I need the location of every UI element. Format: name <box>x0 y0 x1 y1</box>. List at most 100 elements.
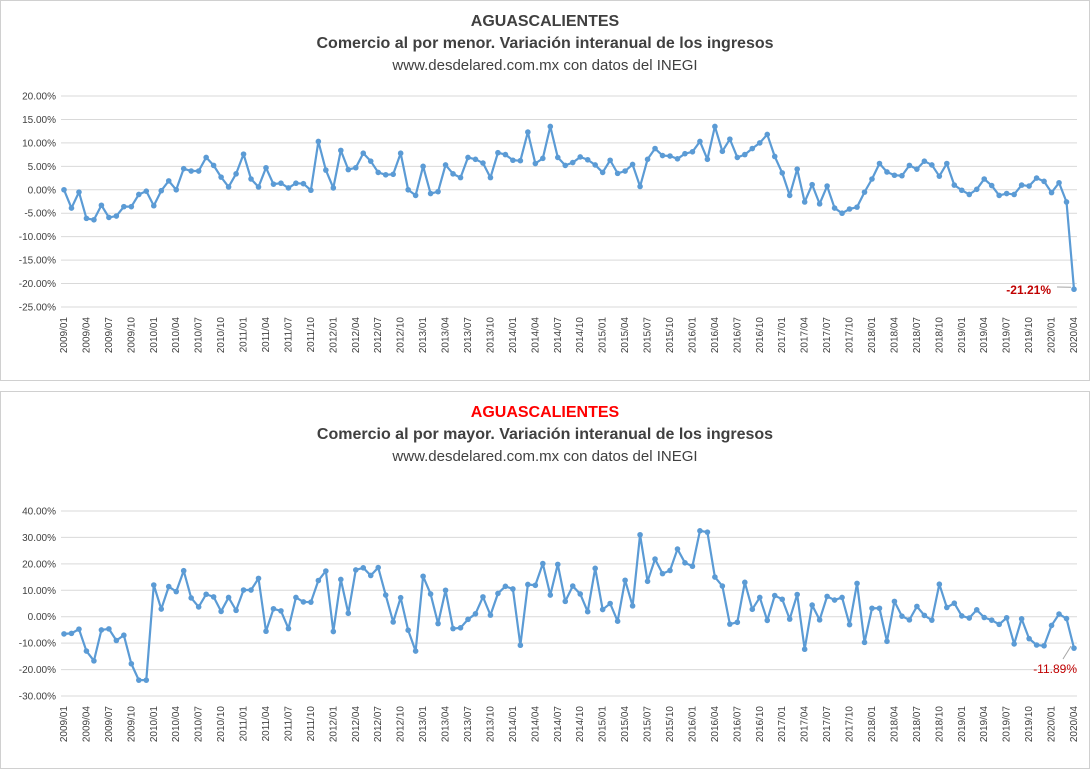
x-tick-label: 2019/04 <box>979 317 990 354</box>
data-point <box>532 160 539 167</box>
data-point <box>697 528 703 534</box>
x-tick-label: 2016/01 <box>687 317 698 354</box>
data-point <box>944 604 950 611</box>
data-point <box>330 185 337 191</box>
data-point <box>1041 642 1047 649</box>
y-tick-label: 20.00% <box>22 92 56 103</box>
data-point <box>68 205 75 211</box>
data-point <box>1056 179 1062 186</box>
data-point <box>1026 635 1032 642</box>
data-point <box>165 583 172 590</box>
x-tick-label: 2013/10 <box>485 317 496 354</box>
data-point <box>1011 641 1017 647</box>
x-tick-label: 2012/01 <box>328 706 339 743</box>
x-tick-label: 2019/07 <box>1002 706 1013 743</box>
x-tick-label: 2016/04 <box>710 317 721 354</box>
data-point <box>525 129 531 135</box>
data-point <box>839 210 845 217</box>
data-point <box>944 160 950 167</box>
data-point <box>188 168 194 174</box>
data-point <box>308 599 314 605</box>
chart-subtitle: Comercio al por mayor. Variación interan… <box>316 426 774 443</box>
x-tick-label: 2016/10 <box>755 706 766 743</box>
data-point <box>607 600 613 607</box>
data-point <box>330 628 337 635</box>
data-point <box>652 556 658 562</box>
data-point <box>771 153 778 160</box>
x-tick-label: 2009/10 <box>126 317 137 354</box>
x-tick-label: 2016/04 <box>710 706 721 743</box>
data-point <box>472 611 479 617</box>
data-point <box>771 592 778 599</box>
y-tick-label: 30.00% <box>22 533 56 544</box>
data-point <box>869 605 875 612</box>
data-point <box>502 583 509 590</box>
x-tick-label: 2019/04 <box>979 706 990 743</box>
data-point <box>689 563 696 570</box>
data-point <box>704 529 711 535</box>
data-point <box>719 148 726 155</box>
x-tick-label: 2012/01 <box>328 317 339 354</box>
data-point <box>1063 615 1070 622</box>
x-tick-label: 2014/04 <box>530 706 541 743</box>
x-tick-label: 2020/01 <box>1047 706 1058 743</box>
data-point <box>1056 611 1062 617</box>
data-point <box>951 182 958 188</box>
y-tick-label: -20.00% <box>19 279 56 290</box>
data-point <box>390 619 396 625</box>
x-tick-label: 2009/01 <box>59 317 70 354</box>
data-point <box>682 560 688 566</box>
data-point <box>502 151 509 158</box>
data-point <box>622 577 628 584</box>
x-tick-label: 2015/10 <box>665 317 676 354</box>
data-point <box>629 603 636 609</box>
data-point <box>360 565 367 571</box>
data-point <box>779 170 786 176</box>
y-tick-label: -10.00% <box>19 639 56 650</box>
data-point <box>569 583 576 589</box>
x-tick-label: 2020/04 <box>1069 706 1080 743</box>
data-point <box>599 606 606 613</box>
data-point <box>876 605 883 612</box>
x-tick-label: 2018/01 <box>867 706 878 743</box>
data-point <box>674 156 681 162</box>
data-point <box>195 604 202 610</box>
data-point <box>577 154 584 160</box>
data-point <box>659 570 666 577</box>
data-point <box>727 136 733 142</box>
data-point <box>420 163 426 170</box>
x-tick-label: 2020/01 <box>1047 317 1058 354</box>
chart-titles: AGUASCALIENTES Comercio al por menor. Va… <box>1 11 1089 77</box>
data-point <box>966 615 973 621</box>
y-tick-label: -15.00% <box>19 256 56 267</box>
data-point <box>824 183 830 189</box>
data-point <box>300 180 307 187</box>
x-tick-label: 2016/10 <box>755 317 766 354</box>
x-tick-label: 2017/01 <box>777 706 788 743</box>
data-point <box>113 213 120 219</box>
x-tick-label: 2010/07 <box>194 706 205 743</box>
x-tick-label: 2010/10 <box>216 706 227 743</box>
data-point <box>1011 191 1017 198</box>
x-tick-label: 2010/04 <box>171 706 182 743</box>
x-tick-label: 2014/04 <box>530 317 541 354</box>
data-point <box>218 174 224 180</box>
data-point <box>794 591 800 598</box>
x-tick-label: 2009/01 <box>59 706 70 743</box>
y-tick-label: 0.00% <box>28 185 56 196</box>
x-tick-label: 2019/10 <box>1024 317 1035 354</box>
data-point <box>248 587 254 593</box>
x-tick-label: 2011/04 <box>261 706 272 742</box>
x-tick-label: 2018/10 <box>934 706 945 743</box>
x-tick-label: 2012/07 <box>373 706 384 743</box>
data-point <box>278 608 284 614</box>
data-point <box>966 191 973 198</box>
data-point <box>667 153 673 159</box>
y-tick-label: 15.00% <box>22 115 56 126</box>
data-point <box>352 567 359 573</box>
y-tick-label: -5.00% <box>24 209 56 220</box>
x-tick-label: 2010/01 <box>149 317 160 354</box>
data-point <box>749 145 756 152</box>
data-point <box>644 578 651 585</box>
x-tick-label: 2017/01 <box>777 317 788 354</box>
